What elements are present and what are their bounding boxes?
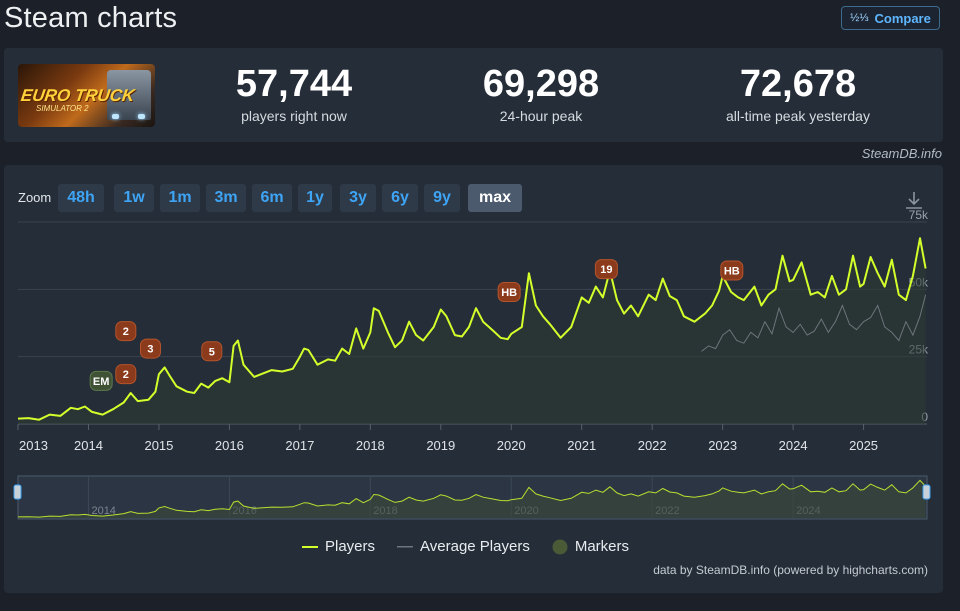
legend-average-swatch: [397, 545, 414, 547]
players-chart: 025k50k75k201320142015201620172018201920…: [13, 208, 931, 520]
zoom-6y-button[interactable]: 6y: [382, 184, 418, 212]
zoom-9y-button[interactable]: 9y: [424, 184, 460, 212]
chart-card: 025k50k75k201320142015201620172018201920…: [4, 165, 943, 593]
zoom-3y-button[interactable]: 3y: [340, 184, 376, 212]
legend-label: Markers: [574, 538, 629, 555]
stat-label: all-time peak yesterday: [726, 108, 870, 124]
x-tick-label: 2019: [426, 438, 455, 453]
game-logo[interactable]: EURO TRUCK SIMULATOR 2: [18, 64, 155, 127]
marker-label: 2: [123, 326, 129, 338]
zoom-3m-button[interactable]: 3m: [206, 184, 246, 212]
zoom-48h-button[interactable]: 48h: [58, 184, 104, 212]
zoom-max-button[interactable]: max: [468, 184, 522, 212]
stat-24h-peak: 69,298 24-hour peak: [431, 62, 651, 124]
highcharts-credit[interactable]: data by SteamDB.info (powered by highcha…: [653, 563, 928, 577]
zoom-1w-button[interactable]: 1w: [114, 184, 154, 212]
marker-badge: [594, 259, 618, 280]
navigator-area: [18, 480, 926, 518]
zoom-1y-button[interactable]: 1y: [298, 184, 332, 212]
average-players-line: [701, 294, 927, 352]
steamdb-credit[interactable]: SteamDB.info: [861, 146, 942, 161]
zoom-6m-button[interactable]: 6m: [252, 184, 292, 212]
stat-all-time-peak: 72,678 all-time peak yesterday: [688, 62, 908, 124]
zoom-label: Zoom: [18, 190, 52, 205]
legend-players-swatch: [302, 545, 318, 548]
marker-label: 2: [123, 369, 129, 381]
y-tick-label: 75k: [909, 208, 929, 222]
x-tick-label: 2016: [215, 438, 244, 453]
logo-subtext: SIMULATOR 2: [36, 104, 89, 113]
marker-badge: [115, 364, 137, 385]
stat-label: players right now: [241, 108, 347, 124]
x-tick-label: 2020: [497, 438, 526, 453]
legend-average-players[interactable]: Average Players: [397, 538, 530, 555]
marker-label: EM: [93, 376, 110, 388]
navigator-handle-left[interactable]: [13, 484, 22, 500]
x-tick-label: 2021: [567, 438, 596, 453]
stats-panel: EURO TRUCK SIMULATOR 2 57,744 players ri…: [4, 48, 943, 142]
marker-label: 3: [147, 344, 153, 356]
marker-badge: [115, 321, 137, 342]
x-tick-label: 2022: [638, 438, 667, 453]
chart-legend: Players Average Players Markers: [302, 538, 629, 555]
stat-value: 72,678: [739, 63, 857, 105]
legend-players[interactable]: Players: [302, 538, 375, 555]
x-tick-label: 2014: [74, 438, 103, 453]
legend-label: Average Players: [420, 538, 530, 555]
stat-current: 57,744 players right now: [184, 62, 404, 124]
compare-label: Compare: [874, 10, 931, 26]
page-title: Steam charts: [4, 2, 178, 34]
marker-badge: [201, 341, 223, 362]
marker-badge: [139, 338, 161, 359]
logo-text: EURO TRUCK: [19, 86, 136, 105]
legend-label: Players: [325, 538, 376, 555]
marker-badge: [89, 370, 113, 391]
fraction-icon: ½⅓: [850, 12, 869, 24]
download-icon[interactable]: [903, 189, 925, 211]
x-tick-label: 2025: [849, 438, 878, 453]
navigator-line: [17, 479, 926, 518]
players-area: [18, 238, 926, 424]
x-tick-label: 2015: [144, 438, 173, 453]
marker-label: 19: [600, 264, 612, 276]
marker-label: 5: [209, 346, 215, 358]
truck-image: [107, 70, 151, 120]
marker-badge: [720, 260, 744, 281]
legend-markers-swatch: [552, 539, 568, 554]
marker-label: HB: [724, 265, 740, 277]
zoom-1m-button[interactable]: 1m: [160, 184, 200, 212]
compare-button[interactable]: ½⅓ Compare: [841, 6, 940, 30]
navigator-handle-right[interactable]: [922, 484, 931, 500]
stat-value: 57,744: [235, 63, 353, 105]
x-tick-label: 2023: [708, 438, 737, 453]
stat-value: 69,298: [482, 63, 600, 105]
stat-label: 24-hour peak: [499, 108, 583, 124]
marker-label: HB: [501, 287, 517, 299]
navigator-tick-label: 2014: [91, 505, 115, 517]
x-tick-label: 2018: [356, 438, 385, 453]
x-tick-label: 2013: [19, 438, 48, 453]
x-tick-label: 2017: [285, 438, 314, 453]
marker-badge: [497, 282, 521, 303]
legend-markers[interactable]: Markers: [552, 538, 629, 555]
players-line: [17, 237, 927, 421]
x-tick-label: 2024: [779, 438, 808, 453]
